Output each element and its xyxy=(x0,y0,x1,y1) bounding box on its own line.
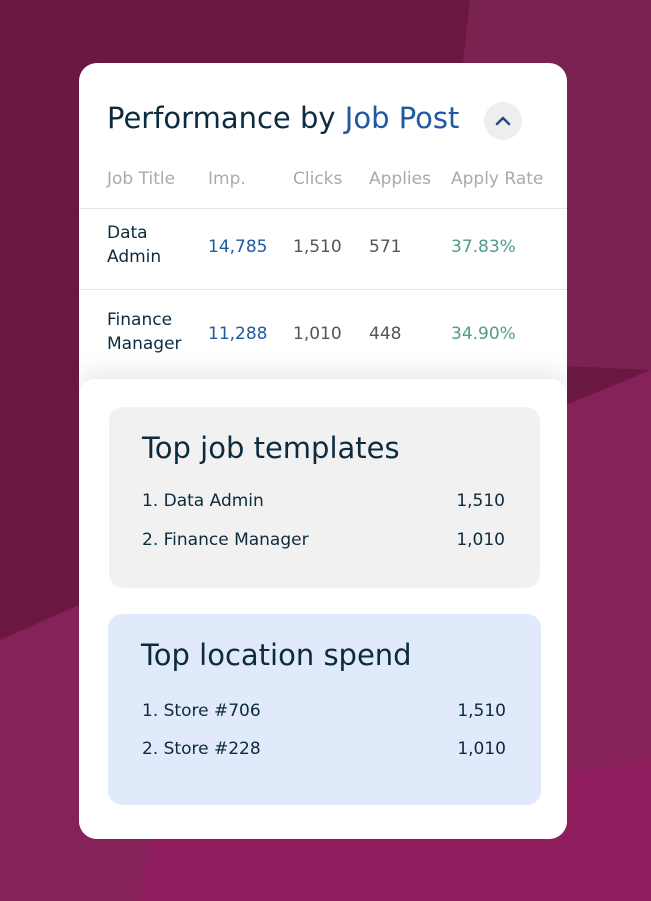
summary-panel: Top job templates 1. Data Admin 1,510 2.… xyxy=(79,379,567,839)
applies: 448 xyxy=(369,324,402,344)
column-header: Applies xyxy=(369,169,431,189)
list-value: 1,010 xyxy=(456,530,505,550)
list-value: 1,510 xyxy=(456,491,505,511)
apply-rate: 37.83% xyxy=(451,237,516,257)
templates-box: Top job templates 1. Data Admin 1,510 2.… xyxy=(109,407,540,588)
title-highlight: Job Post xyxy=(344,101,460,135)
impressions: 11,288 xyxy=(208,324,268,344)
box-title: Top job templates xyxy=(142,431,400,465)
apply-rate: 34.90% xyxy=(451,324,516,344)
list-value: 1,510 xyxy=(457,701,506,721)
column-header: Job Title xyxy=(107,169,176,189)
card-title: Performance by Job Post xyxy=(107,101,459,135)
list-value: 1,010 xyxy=(457,739,506,759)
table-row: Finance Manager 11,288 1,010 448 34.90% xyxy=(79,289,567,380)
list-item: 1. Data Admin xyxy=(142,491,264,511)
job-title: Data Admin xyxy=(107,223,162,267)
performance-card: Performance by Job Post Job Title Imp. C… xyxy=(79,63,567,839)
column-header: Imp. xyxy=(208,169,246,189)
clicks: 1,010 xyxy=(293,324,342,344)
box-title: Top location spend xyxy=(141,638,412,672)
list-item: 2. Store #228 xyxy=(142,739,261,759)
table-row: Data Admin 14,785 1,510 571 37.83% xyxy=(79,208,567,289)
column-header: Clicks xyxy=(293,169,343,189)
applies: 571 xyxy=(369,237,402,257)
locations-box: Top location spend 1. Store #706 1,510 2… xyxy=(108,614,541,805)
title-lead: Performance by xyxy=(107,101,336,135)
clicks: 1,510 xyxy=(293,237,342,257)
collapse-button[interactable] xyxy=(484,102,522,140)
job-title: Finance Manager xyxy=(107,310,182,354)
list-item: 2. Finance Manager xyxy=(142,530,309,550)
impressions: 14,785 xyxy=(208,237,268,257)
column-header: Apply Rate xyxy=(451,169,544,189)
list-item: 1. Store #706 xyxy=(142,701,261,721)
